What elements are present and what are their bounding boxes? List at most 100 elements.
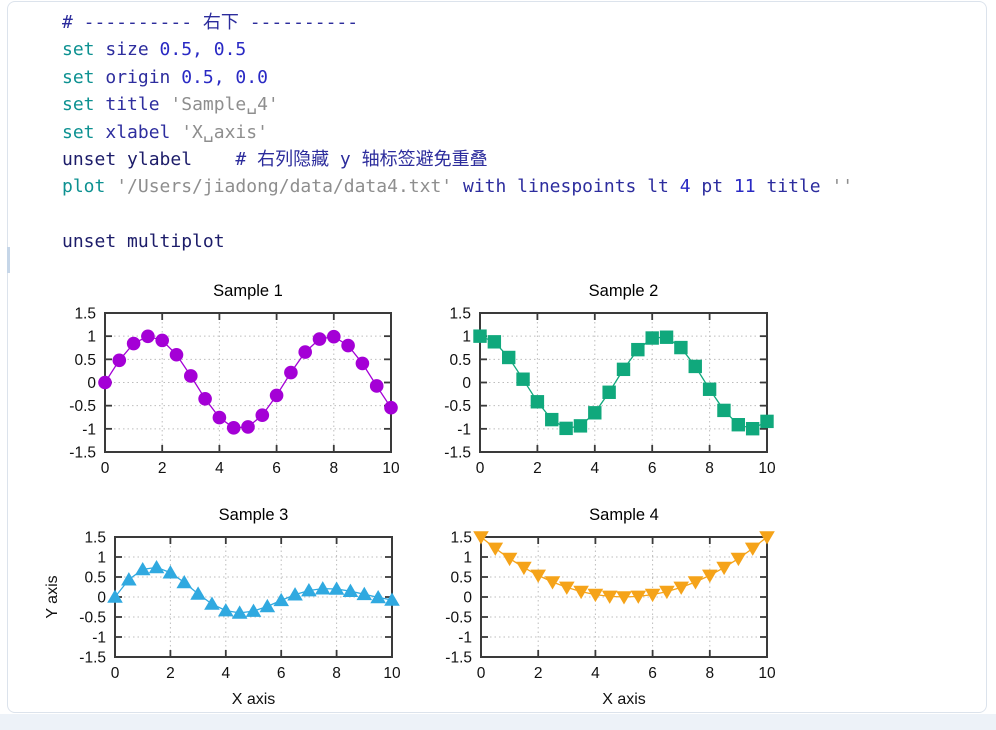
data-point-triangle-up	[204, 596, 220, 610]
data-point-circle	[241, 420, 255, 434]
data-point-circle	[384, 400, 398, 415]
plot-title: Sample 3	[219, 506, 289, 524]
plot-title: Sample 1	[213, 282, 283, 300]
data-point-triangle-up	[384, 592, 400, 606]
data-point-triangle-down	[530, 569, 546, 583]
y-tick-label: 0	[462, 375, 471, 392]
data-point-triangle-up	[148, 559, 165, 574]
data-point-circle	[284, 365, 298, 380]
x-tick-label: 2	[158, 460, 167, 477]
code-token-kw: set	[62, 66, 106, 88]
y-tick-label: -1.5	[444, 444, 471, 461]
code-token-str: 'X␣axis'	[181, 121, 268, 143]
x-tick-label: 6	[272, 460, 281, 477]
data-point-triangle-up	[342, 583, 359, 597]
data-point-square	[573, 419, 588, 433]
data-point-square	[616, 362, 631, 377]
data-point-triangle-down	[573, 585, 589, 600]
data-point-triangle-up	[162, 565, 179, 579]
data-point-circle	[341, 338, 355, 353]
x-tick-label: 2	[166, 665, 175, 682]
y-tick-label: 1.5	[450, 529, 472, 546]
code-token-str: '/Users/jiadong/data/data4.txt'	[116, 176, 453, 198]
data-point-circle	[269, 388, 284, 403]
subplot-sample-4: -1.5 -1 -0.5 0 0.5 1 1.5 0 2 4 6 8 10 Sample 4 X axis	[445, 506, 776, 708]
data-point-triangle-down	[759, 531, 775, 545]
x-tick-label: 10	[383, 665, 401, 682]
x-tick-label: 8	[705, 460, 714, 477]
data-point-triangle-down	[501, 552, 518, 567]
data-point-triangle-down	[687, 576, 704, 590]
x-tick-label: 10	[758, 665, 776, 682]
data-point-square	[688, 359, 702, 374]
data-point-circle	[155, 333, 169, 348]
data-point-triangle-up	[190, 586, 206, 600]
x-tick-label: 4	[215, 460, 224, 477]
y-tick-label: 0.5	[74, 352, 96, 369]
x-tick-label: 0	[477, 665, 486, 682]
data-point-square	[645, 331, 659, 345]
code-token-comment: # 右列隐藏 y 轴标签避免重叠	[235, 148, 488, 170]
data-point-triangle-up	[218, 603, 234, 617]
data-point-square	[530, 395, 545, 409]
code-token-id: pt	[690, 176, 734, 198]
data-point-square	[760, 414, 774, 429]
data-point-triangle-down	[587, 588, 604, 603]
code-token-id: size	[105, 39, 160, 61]
data-point-triangle-down	[601, 590, 618, 604]
data-point-triangle-up	[259, 598, 276, 613]
x-tick-label: 0	[476, 460, 485, 477]
x-tick-label: 4	[221, 665, 230, 682]
data-point-square	[473, 329, 487, 343]
data-point-square	[516, 372, 530, 386]
data-point-triangle-down	[673, 581, 689, 595]
y-tick-label: 1.5	[449, 305, 471, 322]
y-tick-label: 1	[462, 329, 471, 346]
code-token-id: title	[755, 176, 832, 198]
code-token-num: 11	[733, 176, 756, 198]
code-token-id: xlabel	[105, 121, 182, 143]
x-tick-label: 0	[111, 665, 120, 682]
y-tick-label: 0	[463, 589, 472, 606]
data-point-square	[502, 350, 516, 365]
data-point-triangle-up	[356, 586, 373, 601]
data-point-circle	[141, 329, 155, 344]
y-tick-label: 1.5	[84, 529, 106, 546]
subplot-sample-2: -1.5 -1 -0.5 0 0.5 1 1.5 0 2 4 6 8 10 Sample 2	[444, 282, 776, 477]
data-point-triangle-down	[559, 581, 575, 595]
y-tick-label: 1.5	[74, 305, 96, 322]
y-tick-label: 1	[97, 549, 106, 566]
code-token-id: with linespoints lt	[452, 176, 680, 198]
y-tick-label: -1	[457, 421, 471, 438]
code-token-id: origin	[105, 66, 182, 88]
data-point-square	[745, 421, 760, 436]
data-point-circle	[98, 375, 112, 390]
data-point-square	[487, 335, 502, 349]
data-point-triangle-up	[107, 589, 123, 603]
data-point-circle	[312, 332, 327, 346]
data-point-square	[659, 330, 674, 344]
code-line: plot '/Users/jiadong/data/data4.txt' wit…	[62, 173, 962, 200]
y-tick-label: 0.5	[84, 569, 106, 586]
data-point-triangle-down	[644, 588, 661, 603]
cell-indicator	[7, 247, 10, 273]
x-tick-label: 6	[648, 665, 657, 682]
data-point-triangle-up	[231, 605, 248, 619]
data-point-triangle-up	[301, 583, 317, 597]
data-point-square	[702, 382, 717, 396]
x-tick-label: 2	[533, 460, 542, 477]
data-point-square	[674, 340, 688, 355]
data-point-square	[588, 406, 602, 420]
data-point-square	[559, 421, 573, 436]
data-point-triangle-down	[716, 561, 732, 576]
y-tick-label: -1.5	[79, 649, 106, 666]
code-token-str: ''	[831, 176, 854, 198]
data-point-triangle-up	[287, 587, 303, 601]
code-token-kw: set	[62, 39, 106, 61]
code-token-num: 0.5, 0.5	[159, 39, 247, 61]
data-point-circle	[255, 408, 270, 423]
x-tick-label: 0	[101, 460, 110, 477]
data-point-triangle-down	[544, 576, 561, 590]
code-token-kw: set	[62, 121, 106, 143]
